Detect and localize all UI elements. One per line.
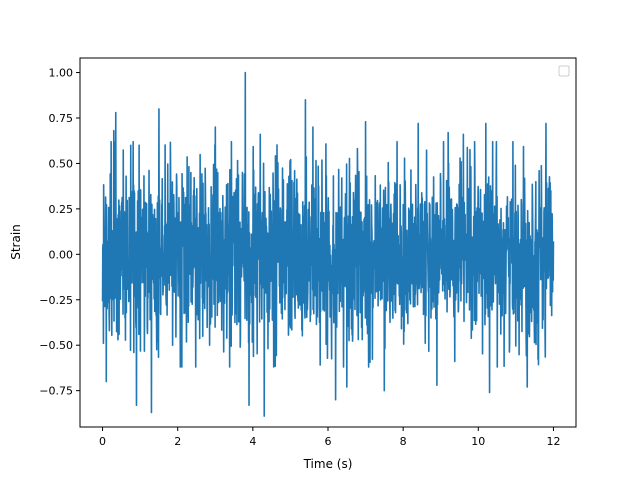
x-tick-label: 8 <box>400 435 407 448</box>
y-tick-label: −0.50 <box>39 339 73 352</box>
x-axis-ticks: 0 2 4 6 8 10 12 <box>99 427 560 448</box>
series-layer <box>101 71 555 417</box>
y-axis-label: Strain <box>9 224 23 260</box>
x-tick-label: 4 <box>249 435 256 448</box>
legend-box <box>558 65 570 77</box>
x-tick-label: 2 <box>174 435 181 448</box>
y-tick-label: 0.50 <box>49 157 74 170</box>
strain-series-line <box>101 71 555 417</box>
x-tick-label: 12 <box>546 435 560 448</box>
y-axis-ticks: −0.75 −0.50 −0.25 0.00 0.25 0.50 0.75 1.00 <box>39 67 80 398</box>
y-tick-label: 0.75 <box>49 112 74 125</box>
x-tick-label: 10 <box>471 435 485 448</box>
y-tick-label: 1.00 <box>49 67 74 80</box>
y-tick-label: −0.75 <box>39 385 73 398</box>
x-axis-label: Time (s) <box>303 457 353 471</box>
y-tick-label: −0.25 <box>39 294 73 307</box>
y-tick-label: 0.25 <box>49 203 74 216</box>
x-tick-label: 0 <box>99 435 106 448</box>
x-tick-label: 6 <box>325 435 332 448</box>
y-tick-label: 0.00 <box>49 248 74 261</box>
